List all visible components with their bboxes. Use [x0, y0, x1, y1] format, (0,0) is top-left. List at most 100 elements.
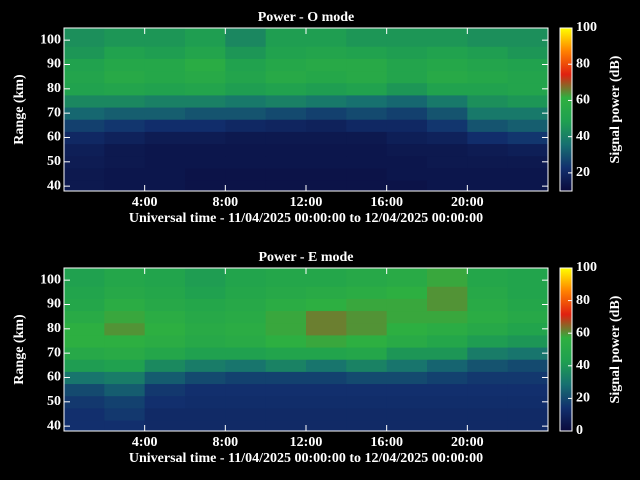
heatmap-cell — [64, 383, 105, 397]
heatmap-cell — [265, 310, 307, 324]
heatmap-cell — [386, 107, 428, 120]
heatmap-cell — [306, 28, 347, 47]
heatmap-cell — [185, 119, 226, 132]
x-tick-label: 12:00 — [290, 195, 323, 210]
heatmap-cell — [427, 143, 468, 157]
heatmap-cell — [225, 119, 267, 132]
heatmap-cell — [225, 107, 267, 120]
heatmap-cell — [427, 70, 468, 84]
heatmap-cell — [225, 143, 267, 157]
heatmap-cell — [144, 347, 186, 360]
heatmap-cell — [306, 131, 347, 145]
heatmap-cell — [144, 383, 186, 397]
heatmap-cell — [386, 70, 428, 84]
heatmap-cell — [104, 94, 146, 108]
heatmap-cell — [306, 70, 347, 84]
heatmap-cell — [306, 359, 347, 372]
heatmap-cell — [185, 58, 226, 72]
y-tick-label: 80 — [47, 321, 61, 336]
colorbar-tick-label: 60 — [576, 93, 590, 108]
heatmap-cell — [225, 167, 267, 181]
heatmap-cell — [185, 131, 226, 145]
heatmap-cell — [467, 131, 509, 145]
heatmap-cell — [185, 322, 226, 336]
heatmap-cell — [64, 131, 105, 145]
heatmap-cell — [185, 167, 226, 181]
panel-title: Power - O mode — [258, 10, 355, 25]
heatmap-cell — [386, 322, 428, 336]
heatmap-cell — [306, 94, 347, 108]
heatmap-cell — [225, 347, 267, 360]
heatmap-cell — [346, 298, 388, 312]
heatmap-cell — [467, 180, 509, 191]
heatmap-cell — [427, 28, 468, 47]
heatmap-cell — [507, 82, 548, 96]
heatmap-cell — [467, 107, 509, 120]
heatmap-cell — [185, 420, 226, 431]
heatmap-cell — [265, 371, 307, 385]
x-tick-label: 4:00 — [132, 195, 158, 210]
heatmap-cell — [64, 286, 105, 299]
heatmap-cell — [104, 395, 146, 409]
heatmap-cell — [64, 46, 105, 59]
heatmap-cell — [507, 371, 548, 385]
heatmap-cell — [265, 383, 307, 397]
heatmap-cell — [306, 322, 347, 336]
heatmap-cell — [225, 82, 267, 96]
heatmap-cell — [225, 322, 267, 336]
heatmap-cell — [225, 70, 267, 84]
heatmap-cell — [346, 420, 388, 431]
heatmap-cell — [507, 131, 548, 145]
heatmap-cell — [427, 383, 468, 397]
heatmap-cell — [64, 322, 105, 336]
heatmap-cell — [306, 119, 347, 132]
heatmap-cell — [104, 407, 146, 421]
heatmap-cell — [386, 155, 428, 169]
heatmap-cell — [265, 131, 307, 145]
heatmap-cell — [386, 395, 428, 409]
heatmap-cell — [104, 298, 146, 312]
heatmap-cell — [144, 334, 186, 348]
heatmap-cell — [265, 58, 307, 72]
heatmap-cell — [467, 407, 509, 421]
heatmap-cell — [265, 119, 307, 132]
heatmap-cell — [427, 322, 468, 336]
y-axis-label: Range (km) — [12, 74, 27, 145]
heatmap-cell — [185, 107, 226, 120]
heatmap-cell — [144, 286, 186, 299]
heatmap-cell — [386, 167, 428, 181]
heatmap-cell — [507, 70, 548, 84]
colorbar-tick-label: 20 — [576, 391, 590, 406]
heatmap-cell — [64, 143, 105, 157]
heatmap-cell — [346, 180, 388, 191]
heatmap-cell — [427, 334, 468, 348]
heatmap-cell — [386, 180, 428, 191]
heatmap-cell — [104, 107, 146, 120]
heatmap-cell — [467, 143, 509, 157]
heatmap-cell — [427, 82, 468, 96]
heatmap-cell — [104, 310, 146, 324]
heatmap-cell — [64, 107, 105, 120]
heatmap-cell — [427, 347, 468, 360]
heatmap-cell — [346, 119, 388, 132]
heatmap-cell — [427, 180, 468, 191]
y-tick-label: 60 — [47, 130, 61, 145]
heatmap-cell — [467, 94, 509, 108]
heatmap-cell — [64, 180, 105, 191]
heatmap-cell — [185, 407, 226, 421]
heatmap-cell — [507, 298, 548, 312]
heatmap-cell — [386, 420, 428, 431]
heatmap-cell — [427, 359, 468, 372]
heatmap-cell — [225, 28, 267, 47]
heatmap-cell — [144, 310, 186, 324]
heatmap-cell — [185, 28, 226, 47]
heatmap-cell — [467, 58, 509, 72]
heatmap-cell — [265, 155, 307, 169]
heatmap-cell — [386, 310, 428, 324]
heatmap-cell — [306, 143, 347, 157]
heatmap-cell — [306, 268, 347, 287]
heatmap-cell — [507, 58, 548, 72]
y-tick-label: 80 — [47, 81, 61, 96]
heatmap-cell — [346, 82, 388, 96]
heatmap-cell — [427, 167, 468, 181]
